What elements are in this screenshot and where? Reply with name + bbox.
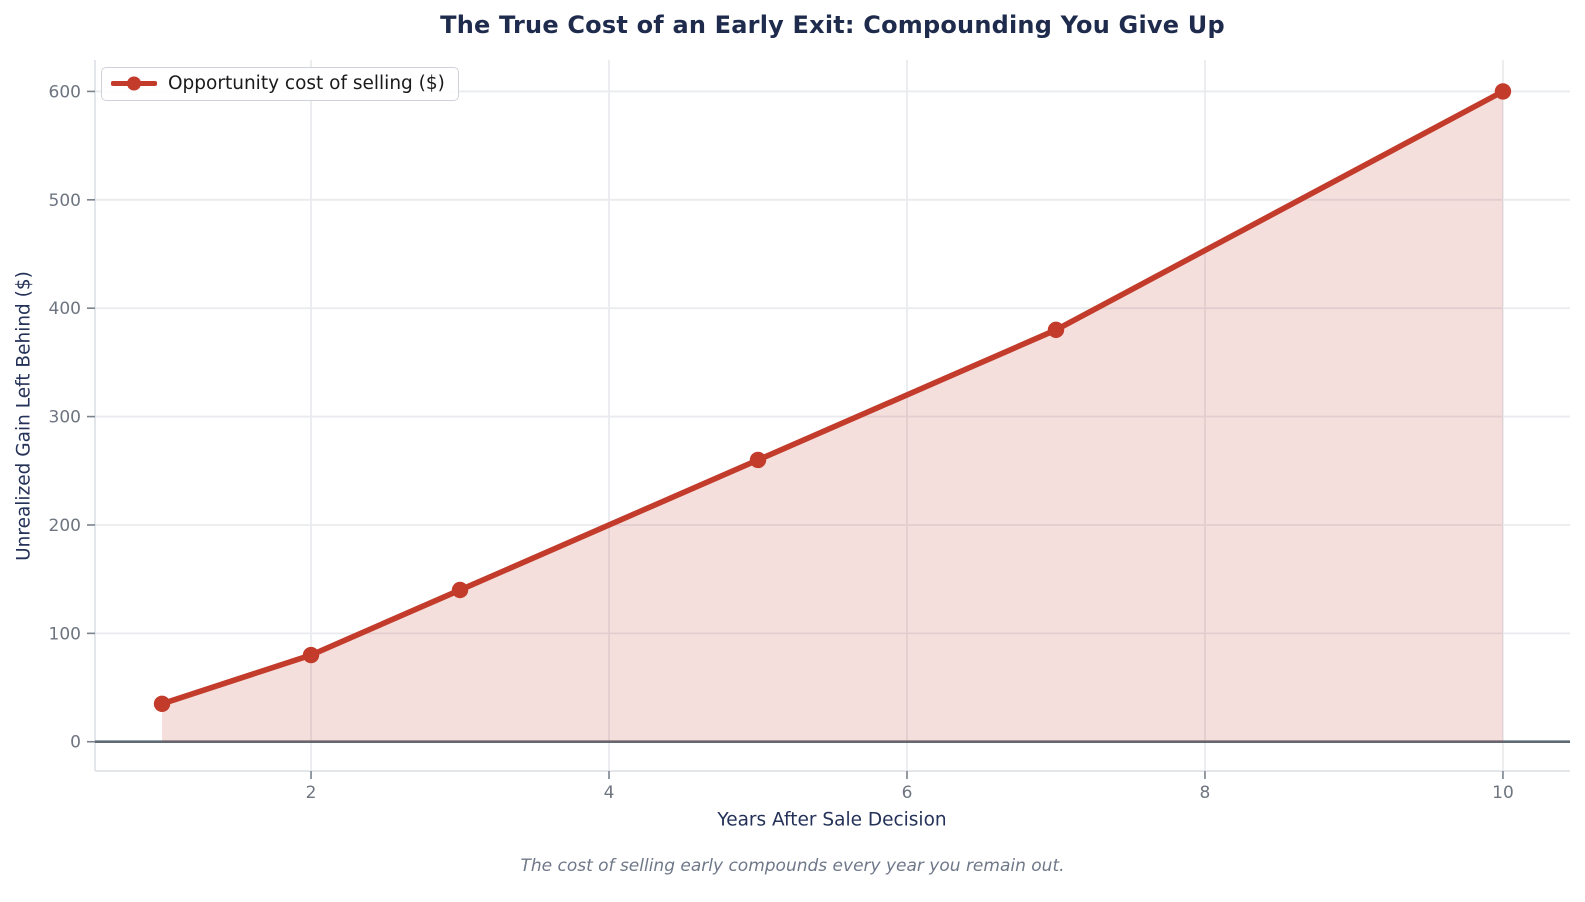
legend-line-marker-icon xyxy=(111,76,157,91)
x-tick-label: 2 xyxy=(306,783,317,803)
y-tick-label: 200 xyxy=(49,516,81,536)
y-tick-label: 100 xyxy=(49,624,81,644)
series-line xyxy=(159,88,1506,707)
y-tick-label: 600 xyxy=(49,82,81,102)
data-point xyxy=(451,581,469,599)
x-tick-label: 6 xyxy=(902,783,913,803)
y-tick-label: 400 xyxy=(49,299,81,319)
x-axis-label: Years After Sale Decision xyxy=(717,809,947,831)
y-tick-label: 0 xyxy=(70,733,81,753)
data-point xyxy=(302,646,320,664)
y-axis-label-text: Unrealized Gain Left Behind ($) xyxy=(13,271,35,561)
data-point xyxy=(749,451,767,469)
legend-label: Opportunity cost of selling ($) xyxy=(168,73,445,94)
data-point xyxy=(1494,83,1512,100)
legend: Opportunity cost of selling ($) xyxy=(101,67,459,101)
data-point xyxy=(153,695,171,713)
y-tick-label: 300 xyxy=(49,408,81,428)
x-tick-label: 8 xyxy=(1200,783,1211,803)
chart-caption: The cost of selling early compounds ever… xyxy=(520,856,1065,876)
data-point xyxy=(1047,321,1065,339)
y-tick-label: 500 xyxy=(49,191,81,211)
area-fill xyxy=(162,91,1503,742)
x-tick-label: 4 xyxy=(604,783,615,803)
chart-title: The True Cost of an Early Exit: Compound… xyxy=(440,11,1225,39)
x-tick-label: 10 xyxy=(1492,783,1514,803)
